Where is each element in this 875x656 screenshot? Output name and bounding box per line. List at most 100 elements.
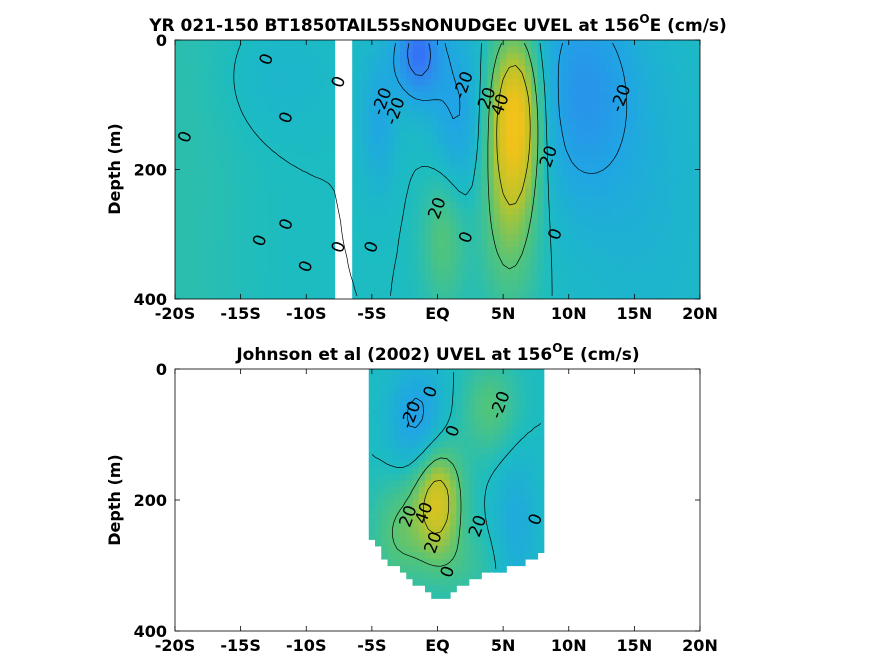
heatmap-cell (431, 585, 439, 593)
heatmap-cell (600, 78, 607, 86)
heatmap-cell (525, 480, 532, 488)
heatmap-cell (475, 395, 482, 403)
x-tick-label: -20S (155, 636, 195, 655)
heatmap-cell (537, 195, 545, 203)
heatmap-cell (518, 454, 526, 462)
heatmap-cell (256, 247, 264, 255)
heatmap-cell (250, 221, 257, 229)
heatmap-cell (656, 221, 664, 229)
heatmap-cell (456, 460, 464, 468)
heatmap-cell (518, 266, 526, 274)
heatmap-cell (456, 286, 464, 294)
heatmap-cell (412, 104, 420, 112)
heatmap-cell (193, 137, 201, 145)
heatmap-cell (562, 175, 570, 184)
heatmap-cell (400, 195, 407, 203)
heatmap-cell (681, 214, 689, 222)
heatmap-cell (481, 382, 489, 390)
heatmap-cell (512, 234, 520, 242)
heatmap-cell (500, 227, 507, 235)
heatmap-cell (537, 526, 545, 534)
heatmap-cell (200, 260, 207, 268)
heatmap-cell (487, 493, 495, 501)
heatmap-cell (375, 221, 382, 229)
heatmap-cell (262, 253, 270, 261)
heatmap-cell (206, 240, 214, 248)
heatmap-cell (575, 59, 582, 67)
heatmap-cell (375, 286, 382, 294)
heatmap-cell (450, 117, 457, 125)
heatmap-cell (193, 292, 201, 299)
heatmap-cell (518, 408, 526, 416)
heatmap-cell (450, 65, 457, 73)
heatmap-cell (437, 150, 445, 158)
heatmap-cell (318, 188, 326, 196)
heatmap-cell (493, 234, 501, 242)
x-tick-label: 15N (617, 304, 653, 323)
heatmap-cell (393, 454, 401, 462)
heatmap-cell (606, 65, 614, 73)
heatmap-cell (425, 175, 432, 184)
heatmap-cell (218, 156, 226, 164)
heatmap-cell (537, 388, 545, 396)
heatmap-cell (418, 78, 426, 86)
heatmap-cell (312, 124, 320, 132)
heatmap-cell (175, 273, 182, 281)
heatmap-cell (487, 486, 495, 495)
heatmap-cell (662, 72, 670, 80)
heatmap-cell (456, 382, 464, 390)
heatmap-cell (618, 201, 626, 209)
heatmap-cell (531, 221, 539, 229)
heatmap-cell (318, 163, 326, 171)
heatmap-cell (412, 513, 420, 521)
heatmap-cell (462, 545, 470, 553)
heatmap-cell (456, 273, 464, 281)
heatmap-cell (468, 273, 476, 281)
heatmap-cell (468, 532, 476, 540)
heatmap-cell (325, 253, 332, 261)
heatmap-cell (406, 46, 414, 54)
heatmap-cell (262, 143, 270, 151)
heatmap-cell (556, 208, 564, 216)
heatmap-cell (512, 467, 520, 475)
heatmap-cell (537, 124, 545, 132)
heatmap-cell (462, 467, 470, 475)
heatmap-cell (468, 395, 476, 403)
heatmap-cell (518, 227, 526, 235)
heatmap-cell (287, 286, 295, 294)
heatmap-cell (512, 493, 520, 501)
heatmap-cell (625, 46, 632, 54)
heatmap-cell (581, 292, 589, 299)
heatmap-cell (618, 163, 626, 171)
heatmap-cell (187, 247, 195, 255)
heatmap-cell (181, 247, 189, 255)
heatmap-cell (568, 124, 576, 132)
heatmap-cell (206, 130, 214, 138)
heatmap-cell (406, 156, 414, 164)
heatmap-cell (387, 150, 395, 158)
heatmap-cell (231, 130, 239, 138)
heatmap-cell (681, 175, 689, 184)
heatmap-cell (287, 124, 295, 132)
heatmap-cell (493, 369, 501, 377)
heatmap-cell (450, 182, 457, 190)
heatmap-cell (268, 150, 276, 158)
heatmap-cell (506, 52, 514, 61)
heatmap-cell (431, 513, 439, 521)
heatmap-cell (281, 253, 289, 261)
heatmap-cell (231, 253, 239, 261)
heatmap-cell (362, 201, 370, 209)
heatmap-cell (350, 124, 357, 132)
heatmap-cell (268, 117, 276, 125)
heatmap-cell (525, 72, 532, 80)
heatmap-cell (181, 143, 189, 151)
heatmap-cell (681, 130, 689, 138)
heatmap-cell (550, 221, 557, 229)
heatmap-cell (525, 292, 532, 299)
heatmap-cell (437, 104, 445, 112)
heatmap-cell (368, 454, 376, 462)
heatmap-cell (206, 52, 214, 61)
heatmap-cell (443, 526, 451, 534)
heatmap-cell (393, 253, 401, 261)
heatmap-cell (475, 414, 482, 422)
